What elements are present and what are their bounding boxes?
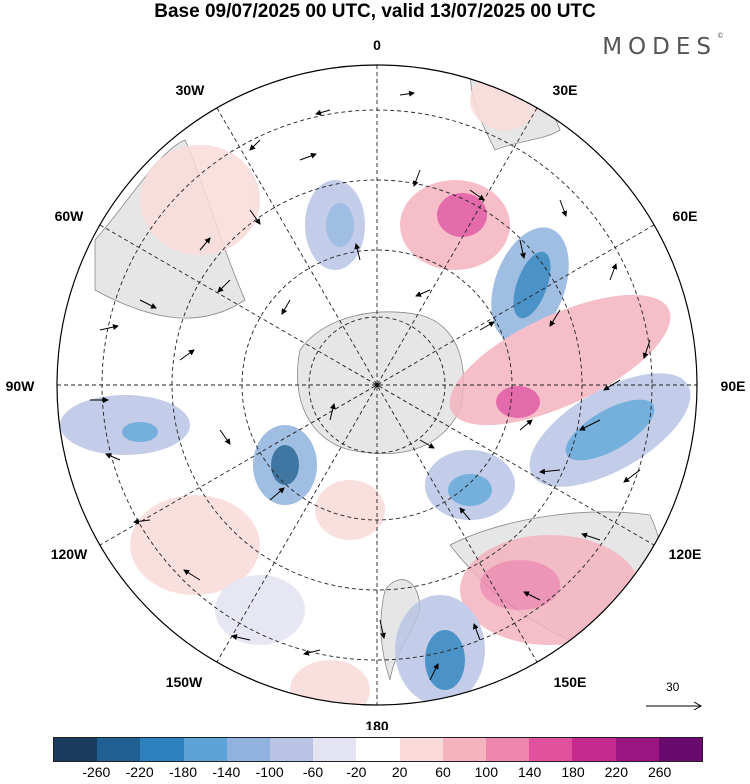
colorbar-tick-label: 180 (561, 764, 585, 780)
lon-label-120w: 120W (51, 546, 88, 562)
south-pole-marker (375, 383, 379, 387)
colorbar-bin (140, 738, 184, 761)
colorbar (53, 737, 703, 762)
anomaly-neg-4-core (448, 474, 492, 506)
modes-logo: MODES© (602, 32, 724, 60)
colorbar-tick-label: 260 (647, 764, 672, 780)
colorbar-bin (529, 738, 573, 761)
lon-label-150e: 150E (554, 674, 587, 690)
map-boundary (56, 64, 698, 706)
anomaly-neg-1-core (513, 251, 551, 319)
colorbar-bin (183, 738, 227, 761)
anomaly-pos-3-core (480, 560, 560, 610)
anomaly-neg-5-core (271, 445, 299, 485)
colorbar-tick-label: -100 (255, 764, 284, 780)
colorbar-bin (313, 738, 357, 761)
anomaly-neg-7-core (326, 203, 354, 247)
colorbar-bin (486, 738, 530, 761)
wind-vectors (90, 90, 651, 681)
lon-label-120e: 120E (669, 546, 702, 562)
lon-label-60w: 60W (55, 208, 85, 224)
colorbar-bin (399, 738, 443, 761)
colorbar-bin (572, 738, 616, 761)
map-title: Base 09/07/2025 00 UTC, valid 13/07/2025… (154, 1, 596, 22)
anomaly-pos-2-core (496, 386, 540, 418)
lon-label-30w: 30W (176, 82, 206, 98)
anomaly-neg-8 (215, 575, 305, 645)
colorbar-bin (226, 738, 271, 761)
anomaly-pos-1-core (437, 193, 487, 237)
colorbar-tick-label: 100 (474, 764, 499, 780)
lon-label-30e: 30E (553, 82, 578, 98)
colorbar-tick-label: -140 (212, 764, 241, 780)
colorbar-bin (97, 738, 141, 761)
colorbar-bin (54, 738, 98, 761)
colorbar-bin (356, 738, 400, 761)
lon-label-0: 0 (373, 37, 381, 53)
colorbar-bin (270, 738, 314, 761)
reference-arrow-icon (646, 701, 703, 711)
colorbar-bin (615, 738, 659, 761)
polar-stereographic-map: 0 30E 60E 90E 120E 150E 180 150W 120W 90… (6, 37, 746, 730)
colorbar-tick-label: -20 (346, 764, 367, 780)
anomaly-pos-6 (290, 660, 370, 705)
lon-label-90w: 90W (6, 378, 36, 394)
brand-text: MODES (602, 34, 717, 60)
colorbar-tick-label: -220 (125, 764, 154, 780)
lon-label-150w: 150W (166, 674, 203, 690)
lon-label-60e: 60E (673, 208, 698, 224)
graticule (57, 65, 697, 705)
reference-vector-label: 30 (666, 680, 680, 694)
colorbar-tick-label: 220 (604, 764, 629, 780)
colorbar-tick-label: 140 (517, 764, 542, 780)
anomaly-pos-7 (315, 480, 385, 540)
colorbar-tick-labels: -260 -220 -180 -140 -100 -60 -20 20 60 100 140 180 2… (0, 764, 750, 784)
colorbar-tick-label: -260 (82, 764, 111, 780)
anomaly-neg-6-core (122, 422, 158, 442)
anomaly-neg-6 (60, 395, 190, 455)
colorbar-tick-label: 20 (391, 764, 408, 780)
anomaly-pos-5 (140, 145, 260, 255)
anomaly-pos-4 (130, 495, 260, 595)
colorbar-bin (658, 738, 703, 761)
colorbar-tick-label: -180 (168, 764, 198, 780)
reference-vector: 30 (640, 680, 708, 720)
map-field (57, 65, 697, 705)
lon-label-180: 180 (365, 718, 389, 730)
anomaly-neg-3-core (425, 630, 465, 690)
anomaly-neg-2-core (565, 399, 655, 461)
colorbar-tick-label: -60 (302, 764, 324, 780)
brand-mark: © (717, 32, 724, 40)
colorbar-bin (442, 738, 487, 761)
colorbar-tick-label: 60 (435, 764, 451, 780)
lon-label-90e: 90E (721, 378, 746, 394)
